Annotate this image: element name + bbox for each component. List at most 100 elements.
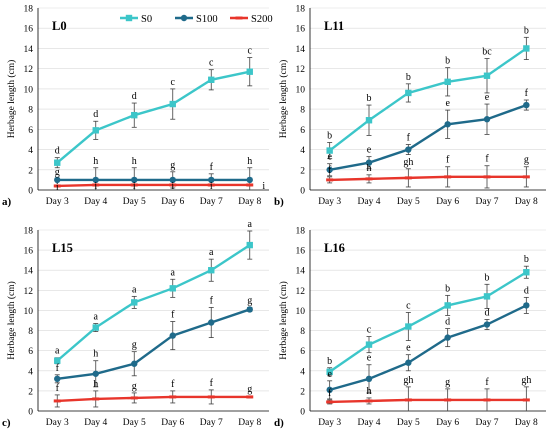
data-point <box>483 72 491 79</box>
significance-label: g <box>445 377 450 388</box>
y-tick-label: 6 <box>28 126 33 136</box>
data-point <box>523 302 530 309</box>
significance-label: b <box>485 272 490 283</box>
x-tick-label: Day 6 <box>161 418 184 428</box>
y-axis-title: Herbage length (cm) <box>6 60 17 139</box>
y-tick-label: 10 <box>296 307 306 317</box>
significance-label: h <box>93 379 98 390</box>
legend: S0 S100 S200 <box>120 14 273 25</box>
significance-label: i <box>210 181 213 192</box>
chart-panel-2: 0 2 4 6 8 10 12 14 16 18 Day 3 Day 4 Day 5 Day 6 Day 7… <box>274 5 546 208</box>
x-tick-label: Day 4 <box>84 197 107 207</box>
significance-label: b <box>445 56 450 67</box>
significance-label: c <box>209 58 214 69</box>
y-tick-label: 10 <box>296 85 306 95</box>
x-tick-label: Day 7 <box>476 418 499 428</box>
significance-label: i <box>56 182 59 193</box>
significance-label: c <box>171 77 176 88</box>
x-tick-label: Day 5 <box>123 197 146 207</box>
panel-letter: d) <box>274 417 284 429</box>
significance-label: d <box>55 146 60 157</box>
y-tick-label: 10 <box>24 307 34 317</box>
significance-label: b <box>327 356 332 367</box>
significance-label: a <box>94 312 99 323</box>
significance-label: e <box>485 92 490 103</box>
series-line-s200 <box>57 183 250 188</box>
data-point <box>523 101 530 109</box>
x-tick-label: Day 5 <box>397 418 420 428</box>
series-line-s200 <box>329 398 527 404</box>
y-tick-label: 2 <box>28 387 33 397</box>
y-tick-label: 4 <box>28 367 33 377</box>
significance-label: i <box>171 181 174 192</box>
significance-label: i <box>94 181 97 192</box>
y-tick-label: 6 <box>300 347 305 357</box>
x-tick-label: Day 6 <box>436 418 459 428</box>
data-point <box>405 146 412 153</box>
chart-panel-3: 0 2 4 6 8 10 12 14 16 18 Day 3 Day 4 Day 5 Day 6 Day 7… <box>2 219 269 429</box>
significance-label: g <box>247 295 252 306</box>
significance-label: f <box>407 133 411 144</box>
significance-label: a <box>132 284 137 295</box>
data-point <box>246 306 253 313</box>
data-point <box>405 323 412 330</box>
y-tick-label: 8 <box>28 106 33 116</box>
y-tick-label: 0 <box>300 408 305 418</box>
data-point <box>92 127 99 134</box>
y-tick-label: 2 <box>300 387 305 397</box>
data-point <box>92 176 99 184</box>
x-tick-label: Day 7 <box>476 197 499 207</box>
panel-letter: c) <box>2 417 11 429</box>
y-tick-label: 18 <box>296 5 306 15</box>
significance-label: h <box>247 156 252 167</box>
data-point <box>444 334 451 341</box>
data-point <box>405 359 412 366</box>
significance-label: g <box>132 381 137 392</box>
y-tick-label: 18 <box>24 227 34 237</box>
y-tick-label: 12 <box>24 287 34 297</box>
y-tick-label: 16 <box>296 247 306 257</box>
significance-label: g <box>55 167 60 178</box>
y-tick-label: 14 <box>296 45 306 55</box>
y-tick-label: 16 <box>24 25 34 35</box>
significance-label: h <box>93 349 98 360</box>
data-point <box>326 368 333 375</box>
data-point <box>92 324 99 331</box>
significance-label: f <box>171 379 175 390</box>
legend-label: S0 <box>141 14 152 25</box>
x-tick-label: Day 8 <box>515 197 538 207</box>
significance-label: h <box>367 163 372 174</box>
data-point <box>405 89 412 97</box>
y-tick-label: 6 <box>28 347 33 357</box>
series-line-s0 <box>56 244 251 362</box>
significance-label: c <box>406 300 411 311</box>
x-tick-label: Day 4 <box>358 418 381 428</box>
significance-label: f <box>210 378 214 389</box>
x-tick-label: Day 7 <box>200 418 223 428</box>
y-tick-label: 2 <box>300 166 305 176</box>
series-line-s200 <box>57 395 250 403</box>
significance-label: c <box>248 46 253 57</box>
data-point <box>483 116 491 123</box>
significance-label: b <box>445 283 450 294</box>
y-tick-label: 2 <box>28 166 33 176</box>
series-line-s0 <box>328 47 528 152</box>
significance-label: f <box>525 88 529 99</box>
y-tick-label: 8 <box>300 106 305 116</box>
panel-title: L16 <box>324 241 345 255</box>
data-point <box>208 319 215 326</box>
y-tick-label: 16 <box>24 247 34 257</box>
y-tick-label: 4 <box>28 146 33 156</box>
significance-label: f <box>171 310 175 321</box>
significance-label: gh <box>403 375 413 386</box>
data-point <box>208 176 215 184</box>
x-tick-label: Day 5 <box>397 197 420 207</box>
significance-label: a <box>248 219 253 230</box>
y-tick-label: 0 <box>300 187 305 197</box>
data-point <box>169 332 176 339</box>
data-point <box>444 121 451 128</box>
series-line-s0 <box>328 271 527 373</box>
x-tick-label: Day 5 <box>123 418 146 428</box>
x-tick-label: Day 3 <box>46 418 69 428</box>
significance-label: f <box>56 383 60 394</box>
